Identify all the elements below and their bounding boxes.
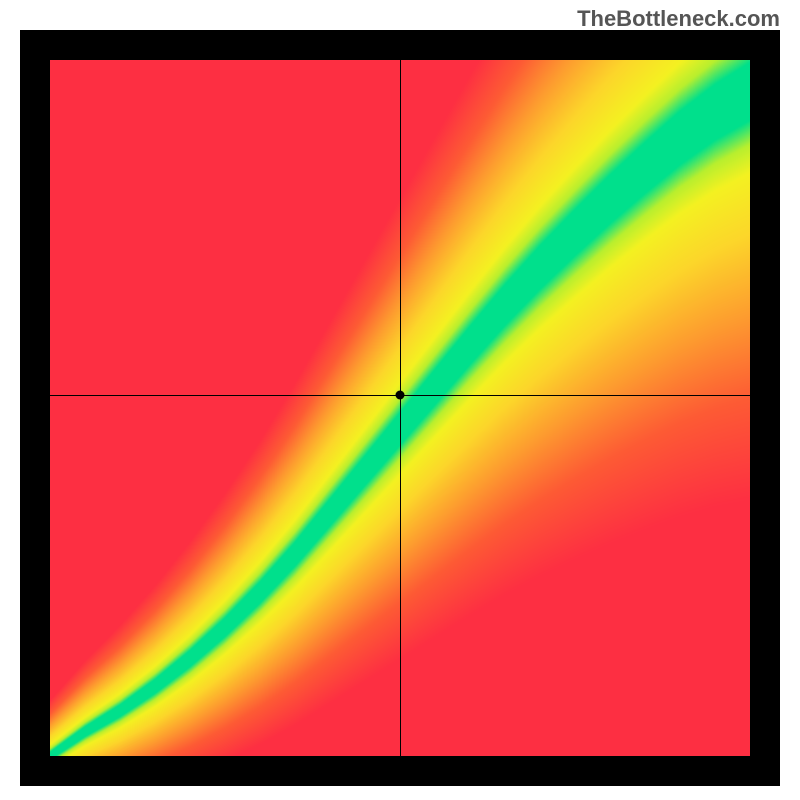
- plot-area: [50, 60, 750, 756]
- root: TheBottleneck.com: [0, 0, 800, 800]
- crosshair-dot: [396, 391, 405, 400]
- watermark-text: TheBottleneck.com: [577, 6, 780, 32]
- crosshair-vertical: [400, 60, 401, 756]
- chart-frame: [20, 30, 780, 786]
